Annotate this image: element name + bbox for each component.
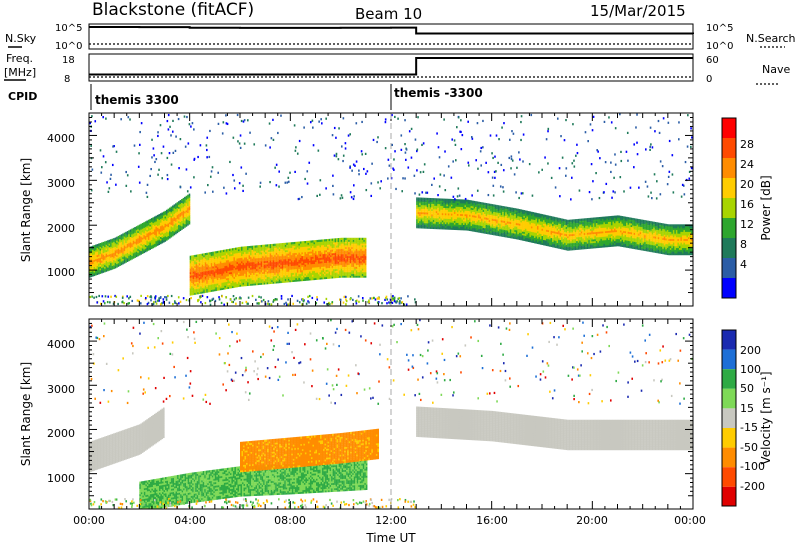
station-title: Blackstone (fitACF) bbox=[92, 0, 254, 20]
vel-cbar-label-200: 200 bbox=[740, 344, 761, 357]
power-y-tick-2000: 2000 bbox=[47, 222, 75, 235]
vel-cbar-label-50: 50 bbox=[740, 382, 754, 395]
power-cbar-label-16: 16 bbox=[740, 198, 754, 211]
x-tick-24: 00:00 bbox=[674, 514, 706, 527]
date-label: 15/Mar/2015 bbox=[590, 2, 686, 20]
cpid-entry-1: themis 3300 bbox=[95, 93, 179, 107]
x-tick-16: 16:00 bbox=[476, 514, 508, 527]
power-y-tick-1000: 1000 bbox=[47, 266, 75, 279]
x-tick-04: 04:00 bbox=[174, 514, 206, 527]
nave-tick-top: 60 bbox=[706, 55, 719, 66]
x-axis-title: Time UT bbox=[365, 531, 416, 545]
power-y-axis-title: Slant Range [km] bbox=[19, 158, 33, 262]
velocity-data bbox=[89, 319, 693, 509]
freq-line bbox=[89, 57, 693, 76]
power-cbar-title: Power [dB] bbox=[759, 175, 773, 240]
power-y-tick-3000: 3000 bbox=[47, 177, 75, 190]
freq-label: Freq. bbox=[6, 52, 33, 65]
freq-tick-bottom: 8 bbox=[64, 74, 70, 85]
nave-label: Nave bbox=[762, 63, 790, 76]
vel-cbar-label-neg100: -100 bbox=[740, 460, 765, 473]
cpid-label: CPID bbox=[8, 90, 37, 103]
vel-cbar-label-15: 15 bbox=[740, 402, 754, 415]
freq-tick-top: 18 bbox=[62, 55, 75, 66]
velocity-y-axis-title: Slant Range [km] bbox=[19, 362, 33, 466]
freq-unit: [MHz] bbox=[4, 66, 36, 79]
nsky-line bbox=[89, 25, 694, 35]
velocity-panel: Slant Range [km] 1000 2000 3000 4000 bbox=[19, 318, 694, 510]
freq-panel: Freq. [MHz] 18 8 60 0 Nave bbox=[4, 52, 790, 85]
x-axis: 00:00 04:00 08:00 12:00 16:00 20:00 00:0… bbox=[73, 514, 706, 545]
vel-cbar-label-neg15: -15 bbox=[740, 421, 758, 434]
beam-label: Beam 10 bbox=[355, 5, 422, 23]
x-tick-08: 08:00 bbox=[274, 514, 306, 527]
vel-cbar-label-neg50: -50 bbox=[740, 441, 758, 454]
power-panel: Slant Range [km] 1000 2000 3000 4000 bbox=[19, 112, 694, 307]
velocity-colorbar: 200 100 50 15 -15 -50 -100 -200 Velocity… bbox=[721, 329, 773, 507]
nsearch-tick-top: 10^5 bbox=[706, 23, 733, 34]
velocity-y-tick-1000: 1000 bbox=[47, 472, 75, 485]
nsky-tick-top: 10^5 bbox=[55, 23, 82, 34]
x-tick-20: 20:00 bbox=[576, 514, 608, 527]
power-data bbox=[89, 113, 693, 306]
power-cbar-label-20: 20 bbox=[740, 178, 754, 191]
power-y-tick-4000: 4000 bbox=[47, 132, 75, 145]
nsky-tick-bottom: 10^0 bbox=[55, 41, 82, 52]
power-cbar-label-12: 12 bbox=[740, 218, 754, 231]
vel-cbar-label-100: 100 bbox=[740, 363, 761, 376]
nsky-panel: N.Sky 10^5 10^0 10^5 10^0 N.Search bbox=[5, 23, 796, 52]
velocity-y-tick-2000: 2000 bbox=[47, 427, 75, 440]
velocity-y-tick-3000: 3000 bbox=[47, 383, 75, 396]
nave-tick-bottom: 0 bbox=[706, 74, 712, 85]
x-tick-12: 12:00 bbox=[375, 514, 407, 527]
cpid-row: CPID themis 3300 themis -3300 bbox=[8, 84, 483, 110]
vel-cbar-title: Velocity [m s⁻¹] bbox=[759, 371, 773, 464]
nsky-label: N.Sky bbox=[5, 32, 37, 45]
velocity-y-tick-4000: 4000 bbox=[47, 338, 75, 351]
vel-cbar-label-neg200: -200 bbox=[740, 480, 765, 493]
power-cbar-label-8: 8 bbox=[740, 238, 747, 251]
nsearch-tick-bottom: 10^0 bbox=[706, 41, 733, 52]
power-cbar-label-4: 4 bbox=[740, 258, 747, 271]
nsearch-label: N.Search bbox=[746, 32, 796, 45]
cpid-entry-2: themis -3300 bbox=[394, 86, 483, 100]
power-colorbar: 28 24 20 16 12 8 4 Power [dB] bbox=[721, 117, 773, 299]
power-cbar-label-28: 28 bbox=[740, 138, 754, 151]
power-cbar-label-24: 24 bbox=[740, 158, 754, 171]
x-tick-00: 00:00 bbox=[73, 514, 105, 527]
